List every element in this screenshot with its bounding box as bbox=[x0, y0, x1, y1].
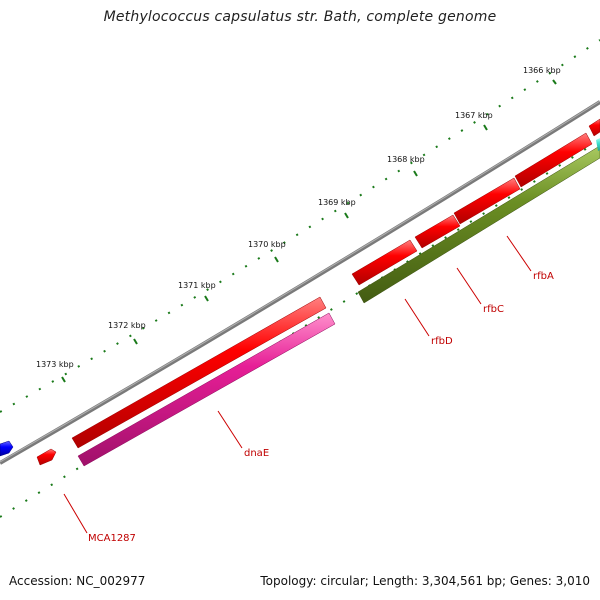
scale-label-1371: 1371 kbp bbox=[178, 281, 216, 290]
scale-label-1367: 1367 kbp bbox=[455, 111, 493, 120]
scale-ticks bbox=[61, 79, 557, 383]
scale-label-1372: 1372 kbp bbox=[108, 321, 146, 330]
gene-leaders bbox=[63, 235, 532, 534]
genome-backbone bbox=[0, 100, 600, 465]
gene-label-rfbc: rfbC bbox=[483, 304, 504, 315]
gene-rfbc-forward bbox=[414, 214, 461, 249]
accession-text: Accession: NC_002977 bbox=[9, 574, 146, 588]
map-title: Methylococcus capsulatus str. Bath, comp… bbox=[103, 9, 497, 25]
outer-scale-ring bbox=[0, 39, 600, 413]
gene-dnae-colored bbox=[77, 312, 336, 467]
gene-edge-blue bbox=[0, 440, 14, 457]
gene-mca1287-forward bbox=[36, 448, 57, 466]
gene-label-rfba: rfbA bbox=[533, 271, 554, 282]
gene-label-mca1287: MCA1287 bbox=[88, 533, 136, 544]
gene-label-dnae: dnaE bbox=[244, 448, 269, 459]
gene-edge-forward bbox=[588, 118, 600, 137]
gene-rfba-forward bbox=[453, 177, 521, 225]
scale-label-1366: 1366 kbp bbox=[523, 66, 561, 75]
gene-upstream-forward bbox=[514, 132, 593, 188]
forward-genes bbox=[36, 118, 600, 466]
scale-label-1370: 1370 kbp bbox=[248, 240, 286, 249]
scale-label-1369: 1369 kbp bbox=[318, 198, 356, 207]
gene-rfbd-forward bbox=[351, 239, 418, 286]
gene-dnae-forward bbox=[71, 296, 327, 449]
gene-label-rfbd: rfbD bbox=[431, 336, 453, 347]
scale-label-1368: 1368 kbp bbox=[387, 155, 425, 164]
scale-label-1373: 1373 kbp bbox=[36, 360, 74, 369]
reverse-genes bbox=[0, 138, 600, 467]
gene-rfbd-colored bbox=[357, 146, 600, 304]
gene-edge-cyan bbox=[596, 138, 600, 151]
genome-summary-text: Topology: circular; Length: 3,304,561 bp… bbox=[260, 574, 590, 588]
